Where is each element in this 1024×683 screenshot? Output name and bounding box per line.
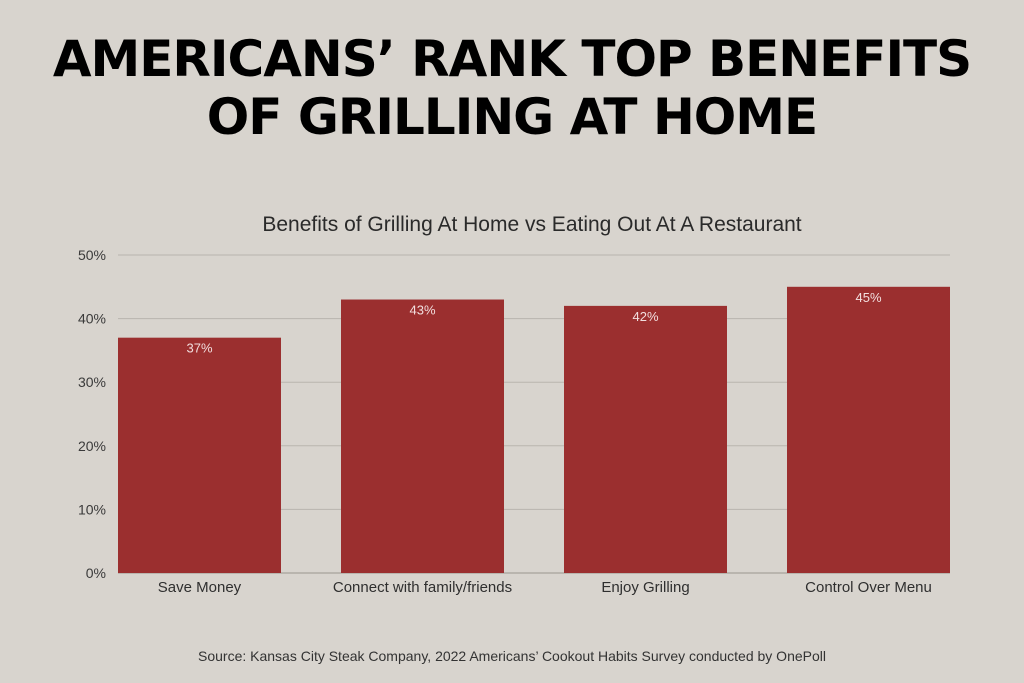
headline-line-2: OF GRILLING AT HOME (206, 88, 818, 146)
data-label: 42% (632, 309, 658, 324)
data-label: 43% (409, 303, 435, 318)
y-tick-label: 30% (78, 374, 106, 390)
chart-bars (118, 286, 950, 573)
bar (787, 286, 950, 573)
source-note: Source: Kansas City Steak Company, 2022 … (198, 648, 826, 664)
chart-title: Benefits of Grilling At Home vs Eating O… (262, 213, 801, 236)
data-label: 37% (186, 341, 212, 356)
bar (341, 299, 504, 573)
y-tick-label: 40% (78, 311, 106, 327)
category-label: Control Over Menu (805, 579, 932, 596)
chart-data-labels: 37% 43% 42% 45% (186, 290, 881, 356)
y-tick-label: 10% (78, 501, 106, 517)
x-axis-category-labels: Save Money Connect with family/friends Enj… (158, 579, 932, 596)
category-label: Save Money (158, 579, 242, 596)
y-axis-tick-labels: 0% 10% 20% 30% 40% 50% (78, 247, 106, 581)
y-tick-label: 0% (86, 565, 106, 581)
y-tick-label: 20% (78, 438, 106, 454)
bar (564, 305, 727, 573)
data-label: 45% (855, 290, 881, 305)
bar (118, 337, 281, 573)
y-tick-label: 50% (78, 247, 106, 263)
category-label: Enjoy Grilling (601, 579, 689, 596)
headline: AMERICANS’ RANK TOP BENEFITS OF GRILLING… (0, 30, 1024, 146)
headline-line-1: AMERICANS’ RANK TOP BENEFITS (52, 30, 972, 88)
category-label: Connect with family/friends (333, 579, 512, 596)
